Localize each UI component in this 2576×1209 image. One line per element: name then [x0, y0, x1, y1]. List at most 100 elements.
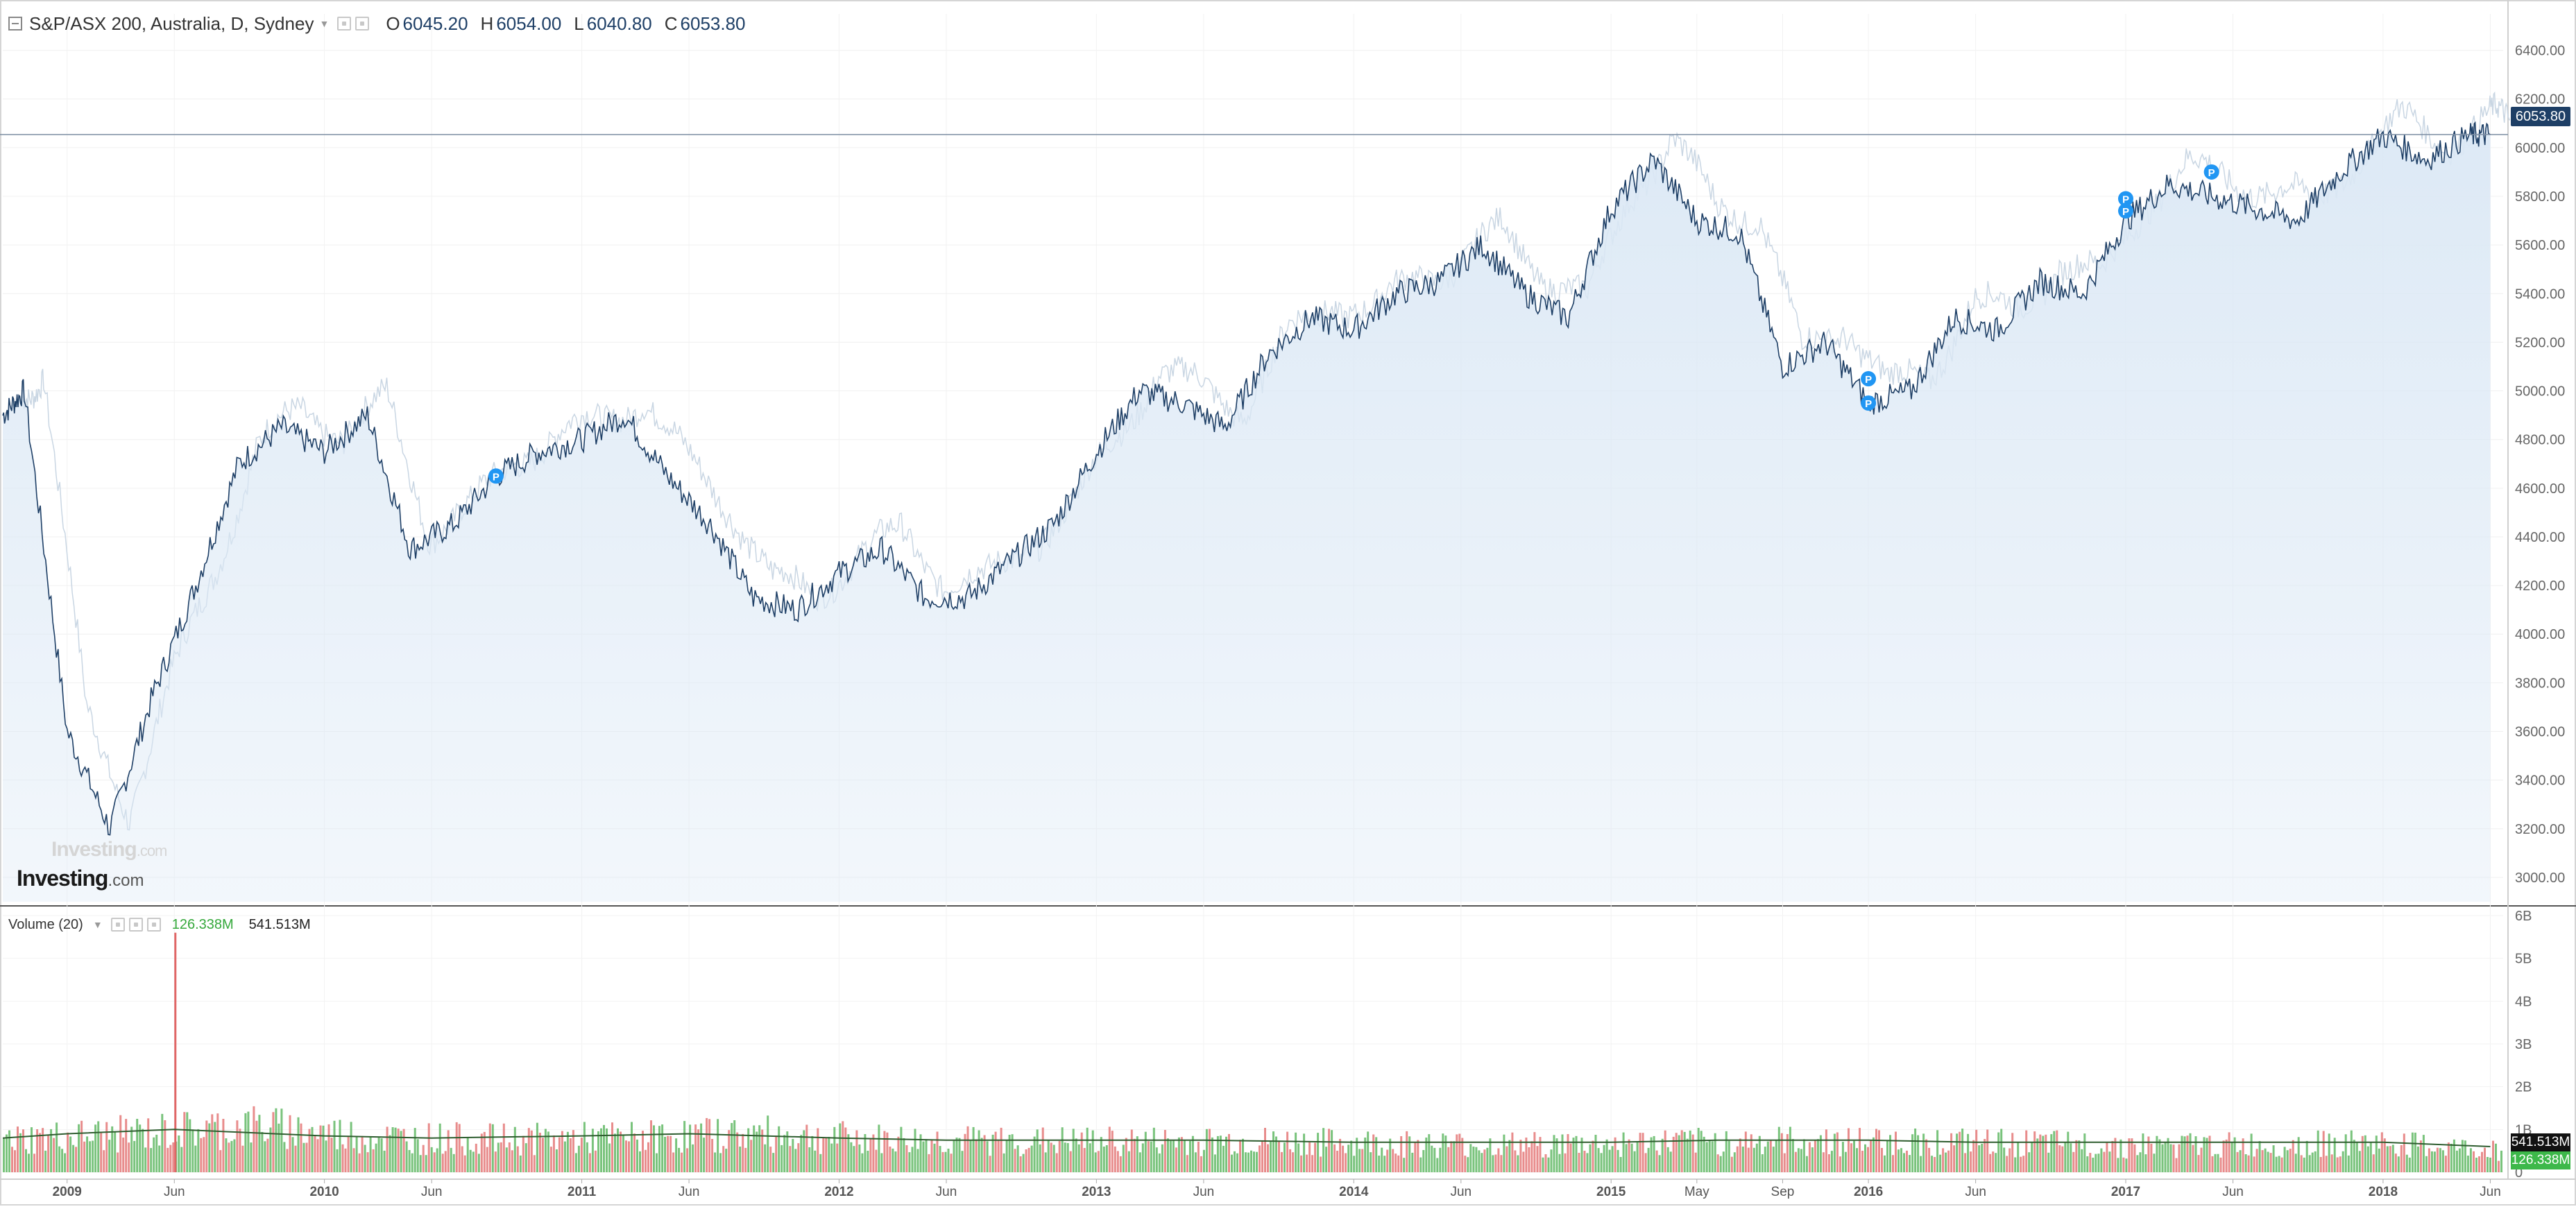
volume-bar	[2047, 1152, 2050, 1172]
volume-bar	[1166, 1138, 1169, 1172]
volume-bar	[1492, 1155, 1494, 1172]
volume-bar	[2430, 1151, 2433, 1172]
volume-bar	[78, 1124, 80, 1172]
main-legend: S&P/ASX 200, Australia, D, Sydney ▼ O 604…	[8, 10, 746, 37]
volume-bar	[433, 1152, 436, 1172]
collapse-icon[interactable]	[8, 17, 22, 31]
volume-bar	[1211, 1137, 1213, 1172]
volume-bar	[316, 1139, 319, 1172]
volume-bar	[1719, 1156, 1722, 1172]
volume-bar	[97, 1121, 100, 1172]
volume-bar	[889, 1147, 892, 1172]
volume-bar	[2283, 1147, 2286, 1172]
volume-bar	[11, 1147, 13, 1172]
volume-bar	[1331, 1130, 1333, 1172]
volume-bar	[2214, 1154, 2217, 1172]
volume-bar	[1372, 1134, 1375, 1172]
volume-bar	[1027, 1147, 1030, 1172]
volume-bar	[1267, 1144, 1269, 1172]
eye-icon[interactable]	[355, 17, 370, 31]
volume-bar	[1086, 1127, 1089, 1172]
volume-bar	[1052, 1144, 1055, 1172]
x-tick-label: Jun	[2222, 1185, 2244, 1199]
volume-bar	[1672, 1136, 1675, 1172]
volume-bar	[2136, 1155, 2139, 1172]
volume-bar	[25, 1149, 27, 1172]
volume-bar	[1528, 1147, 1530, 1172]
volume-bar	[1119, 1156, 1122, 1172]
volume-bar	[1283, 1142, 1286, 1172]
chevron-down-icon[interactable]: ▼	[319, 18, 330, 29]
x-tick-label: 2018	[2369, 1185, 2398, 1199]
volume-bar	[1261, 1141, 1263, 1172]
volume-bar	[2294, 1154, 2297, 1172]
volume-bar	[200, 1138, 203, 1172]
volume-bar	[786, 1131, 789, 1172]
eye-icon[interactable]	[128, 918, 143, 932]
volume-bar	[2172, 1144, 2175, 1172]
chevron-down-icon[interactable]: ▼	[92, 919, 103, 930]
volume-bar	[789, 1146, 792, 1172]
volume-bar	[2308, 1155, 2311, 1172]
x-tick-label: 2009	[53, 1185, 82, 1199]
volume-bar	[255, 1120, 258, 1172]
y-tick-label: 3000.00	[2515, 871, 2565, 886]
volume-bar	[1578, 1153, 1580, 1172]
volume-bar	[1997, 1132, 2000, 1172]
settings-icon[interactable]	[337, 17, 352, 31]
volume-title[interactable]: Volume (20)	[8, 916, 83, 932]
volume-bar	[2103, 1151, 2106, 1172]
volume-bar	[1308, 1142, 1311, 1172]
volume-bar	[416, 1139, 419, 1172]
volume-bar	[2003, 1147, 2006, 1172]
volume-bar	[1431, 1145, 1433, 1172]
marker-circle	[2203, 164, 2219, 180]
volume-bar	[150, 1148, 153, 1172]
investing-logo[interactable]: Investing.com	[17, 866, 144, 891]
volume-bar	[89, 1141, 92, 1172]
x-tick-label: Jun	[1450, 1185, 1472, 1199]
volume-bar	[1764, 1147, 1766, 1172]
volume-bar	[1422, 1150, 1425, 1172]
close-icon[interactable]	[146, 918, 161, 932]
volume-bar	[1730, 1156, 1733, 1172]
volume-bar	[908, 1152, 911, 1172]
volume-bar	[2394, 1154, 2397, 1172]
volume-bar	[2280, 1157, 2283, 1172]
volume-bar	[2017, 1142, 2020, 1172]
volume-bar	[1497, 1148, 1500, 1172]
volume-bar	[819, 1154, 822, 1172]
volume-bar	[1116, 1151, 1119, 1172]
volume-bar	[2020, 1156, 2022, 1172]
settings-icon[interactable]	[110, 918, 125, 932]
volume-bar	[2403, 1133, 2405, 1172]
volume-bar	[1703, 1136, 1705, 1172]
volume-bar	[411, 1153, 413, 1172]
volume-bar	[958, 1138, 961, 1172]
volume-bar	[2475, 1158, 2477, 1172]
volume-bar	[1242, 1138, 1244, 1172]
y-tick-label: 4800.00	[2515, 433, 2565, 448]
volume-bar	[953, 1140, 955, 1172]
volume-bar	[653, 1125, 655, 1172]
volume-bar	[1580, 1138, 1583, 1172]
volume-bar	[39, 1133, 42, 1172]
marker-circle	[2118, 203, 2133, 219]
volume-bar	[2428, 1148, 2430, 1172]
volume-bar	[2083, 1133, 2086, 1172]
volume-bar	[753, 1125, 756, 1172]
volume-bar	[447, 1130, 450, 1172]
volume-bar	[1205, 1129, 1208, 1172]
event-marker: P	[2118, 191, 2133, 207]
volume-bar	[775, 1135, 778, 1172]
volume-bar	[1617, 1149, 1619, 1172]
volume-bar	[1870, 1140, 1872, 1172]
volume-bar	[61, 1149, 64, 1172]
instrument-title[interactable]: S&P/ASX 200, Australia, D, Sydney	[29, 12, 314, 34]
volume-bar	[2189, 1133, 2192, 1172]
volume-bar	[642, 1131, 644, 1172]
volume-bar	[1108, 1126, 1111, 1172]
volume-bar	[1981, 1143, 1984, 1172]
volume-bar	[56, 1122, 58, 1172]
volume-bar	[708, 1119, 711, 1172]
